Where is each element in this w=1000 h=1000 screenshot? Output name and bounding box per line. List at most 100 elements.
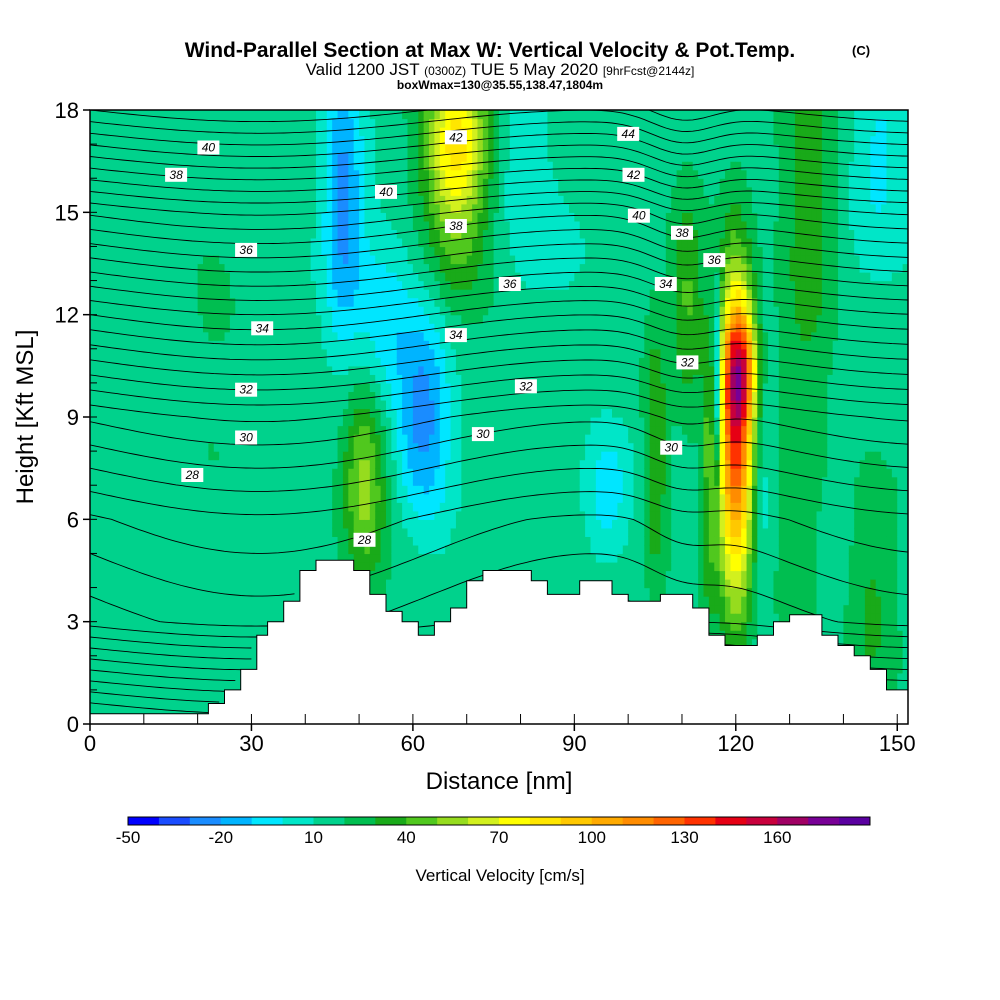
velocity-cell [149,118,156,128]
velocity-cell [423,468,430,478]
velocity-cell [262,118,269,128]
velocity-cell [439,297,446,307]
velocity-cell [402,374,409,384]
velocity-cell [176,613,183,623]
velocity-cell [251,135,258,145]
velocity-cell [310,314,317,324]
velocity-cell [407,237,414,248]
velocity-cell [165,195,172,205]
velocity-cell [181,527,188,537]
velocity-cell [122,237,129,248]
velocity-cell [342,425,349,435]
velocity-cell [159,596,166,606]
velocity-cell [170,391,177,401]
velocity-cell [402,399,409,410]
velocity-cell [434,519,441,529]
velocity-cell [353,323,360,333]
velocity-cell [262,596,269,606]
velocity-cell [418,297,425,307]
velocity-cell [332,229,339,239]
velocity-cell [229,314,236,324]
velocity-cell [159,613,166,623]
velocity-cell [192,254,199,265]
velocity-cell [364,297,371,307]
velocity-cell [100,135,107,145]
velocity-cell [375,365,382,375]
velocity-cell [418,186,425,196]
velocity-cell [364,434,371,444]
velocity-cell [122,365,129,375]
velocity-cell [106,664,113,674]
velocity-cell [278,434,285,444]
velocity-cell [402,570,409,580]
velocity-cell [337,382,344,393]
velocity-cell [154,613,161,623]
velocity-cell [159,502,166,512]
velocity-cell [165,297,172,307]
velocity-cell [348,442,355,452]
velocity-cell [283,519,290,529]
velocity-cell [208,314,215,324]
velocity-cell [385,357,392,367]
velocity-cell [272,152,279,162]
velocity-cell [256,493,263,503]
velocity-cell [434,169,441,179]
velocity-cell [116,152,123,162]
velocity-cell [267,442,274,452]
velocity-cell [143,519,150,529]
velocity-cell [165,135,172,145]
velocity-cell [90,544,96,555]
velocity-cell [165,237,172,248]
velocity-cell [127,314,134,324]
velocity-cell [429,340,436,350]
velocity-cell [305,382,312,393]
velocity-cell [402,212,409,222]
velocity-cell [133,417,140,427]
velocity-cell [106,613,113,623]
velocity-cell [111,451,118,461]
velocity-cell [434,527,441,537]
velocity-cell [246,638,253,648]
velocity-cell [100,391,107,401]
velocity-cell [353,161,360,171]
velocity-cell [251,212,258,222]
velocity-cell [283,570,290,580]
velocity-cell [402,186,409,196]
velocity-cell [224,647,231,657]
velocity-cell [154,485,161,495]
velocity-cell [111,280,118,290]
velocity-cell [289,434,296,444]
velocity-cell [267,536,274,546]
velocity-cell [186,502,193,512]
velocity-cell [197,544,204,555]
velocity-cell [256,408,263,418]
velocity-cell [423,314,430,324]
velocity-cell [219,468,226,478]
velocity-cell [165,451,172,461]
velocity-cell [396,510,403,520]
velocity-cell [289,527,296,537]
velocity-cell [439,365,446,375]
velocity-cell [176,596,183,606]
velocity-cell [316,272,323,282]
velocity-cell [429,536,436,546]
velocity-cell [165,272,172,282]
velocity-cell [359,195,366,205]
velocity-cell [380,254,387,265]
velocity-cell [111,655,118,665]
velocity-cell [310,212,317,222]
velocity-cell [100,203,107,213]
velocity-cell [299,323,306,333]
velocity-cell [159,476,166,486]
velocity-cell [385,544,392,555]
velocity-cell [127,553,134,563]
velocity-cell [127,681,134,691]
velocity-cell [412,289,419,299]
velocity-cell [133,289,140,299]
velocity-cell [240,485,247,495]
velocity-cell [380,417,387,427]
velocity-cell [95,195,102,205]
velocity-cell [192,527,199,537]
velocity-cell [418,289,425,299]
velocity-cell [213,647,220,657]
